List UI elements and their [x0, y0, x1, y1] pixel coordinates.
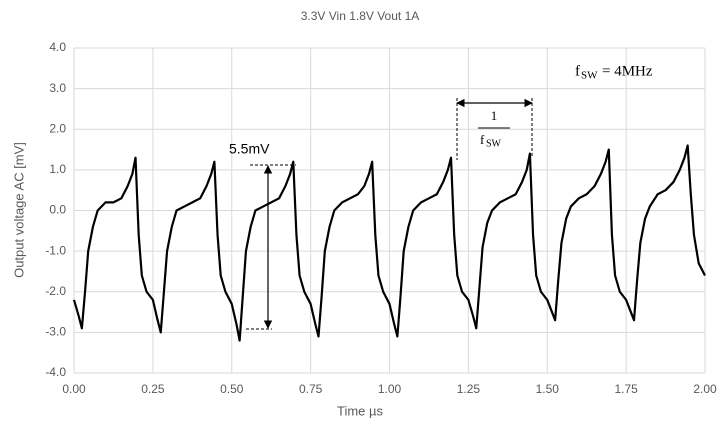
x-tick-label: 2.00: [693, 382, 717, 396]
x-tick-label: 0.50: [220, 382, 244, 396]
period-numerator: 1: [491, 108, 498, 123]
y-tick-label: -1.0: [45, 243, 66, 257]
period-den-sub: SW: [486, 138, 502, 149]
fsw-main: f: [575, 63, 580, 79]
x-tick-label: 1.00: [378, 382, 402, 396]
y-tick-label: 4.0: [49, 40, 66, 54]
x-tick-label: 1.75: [614, 382, 638, 396]
y-tick-label: 0.0: [49, 203, 66, 217]
plot: [72, 144, 706, 342]
data-line: [72, 144, 706, 342]
fsw-rest: = 4MHz: [602, 63, 653, 79]
y-tick-label: 2.0: [49, 121, 66, 135]
x-tick-label: 0.00: [62, 382, 86, 396]
fsw-sub: SW: [581, 70, 598, 82]
ripple-label: 5.5mV: [229, 141, 270, 157]
y-tick-label: -3.0: [45, 325, 66, 339]
x-tick-label: 1.50: [536, 382, 560, 396]
y-tick-label: 1.0: [49, 162, 66, 176]
grid: [73, 47, 706, 374]
chart-title: 3.3V Vin 1.8V Vout 1A: [301, 9, 420, 23]
period-den-main: f: [480, 132, 485, 147]
x-tick-label: 0.75: [299, 382, 323, 396]
y-tick-label: -4.0: [45, 365, 66, 379]
x-tick-label: 1.25: [457, 382, 481, 396]
x-tick-label: 0.25: [141, 382, 165, 396]
x-axis-label: Time µs: [337, 403, 384, 418]
y-tick-label: 3.0: [49, 81, 66, 95]
y-axis-label: Output voltage AC [mV]: [11, 142, 26, 278]
y-tick-label: -2.0: [45, 284, 66, 298]
